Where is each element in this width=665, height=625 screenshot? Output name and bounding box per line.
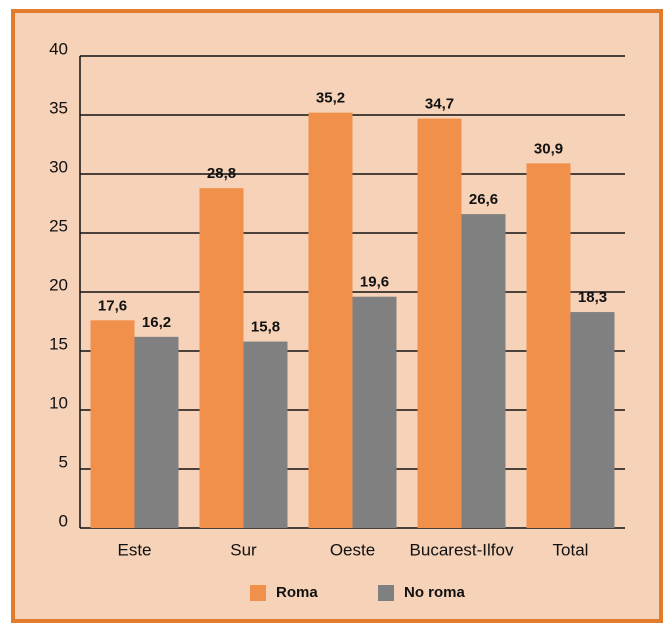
legend-swatch: [250, 585, 266, 601]
bar: [352, 296, 397, 528]
y-tick-label: 15: [49, 334, 68, 353]
x-tick-label: Total: [553, 540, 589, 559]
value-label: 16,2: [142, 314, 171, 331]
value-label: 30,9: [534, 140, 563, 157]
value-label: 28,8: [207, 165, 236, 182]
y-tick-label: 30: [49, 157, 68, 176]
bar: [308, 112, 353, 528]
y-tick-label: 40: [49, 39, 68, 58]
legend-swatch: [378, 585, 394, 601]
x-tick-label: Este: [117, 540, 151, 559]
y-tick-label: 0: [59, 511, 68, 530]
value-label: 34,7: [425, 96, 454, 113]
bar: [526, 163, 571, 528]
bar: [90, 320, 135, 528]
value-label: 18,3: [578, 289, 607, 306]
value-label: 26,6: [469, 191, 498, 208]
y-tick-label: 10: [49, 393, 68, 412]
bar: [417, 118, 462, 528]
x-tick-label: Bucarest-Ilfov: [410, 540, 514, 559]
legend-label: No roma: [404, 584, 466, 601]
legend-label: Roma: [276, 584, 318, 601]
bar: [461, 214, 506, 528]
value-label: 15,8: [251, 319, 280, 336]
y-tick-label: 20: [49, 275, 68, 294]
x-tick-label: Sur: [230, 540, 257, 559]
bar: [243, 341, 288, 528]
value-label: 19,6: [360, 274, 389, 291]
y-tick-label: 35: [49, 98, 68, 117]
bar: [134, 336, 179, 528]
y-tick-label: 25: [49, 216, 68, 235]
value-label: 17,6: [98, 297, 127, 314]
value-label: 35,2: [316, 90, 345, 107]
bar: [199, 188, 244, 528]
x-tick-label: Oeste: [330, 540, 375, 559]
y-tick-label: 5: [59, 452, 68, 471]
bar: [570, 312, 615, 528]
